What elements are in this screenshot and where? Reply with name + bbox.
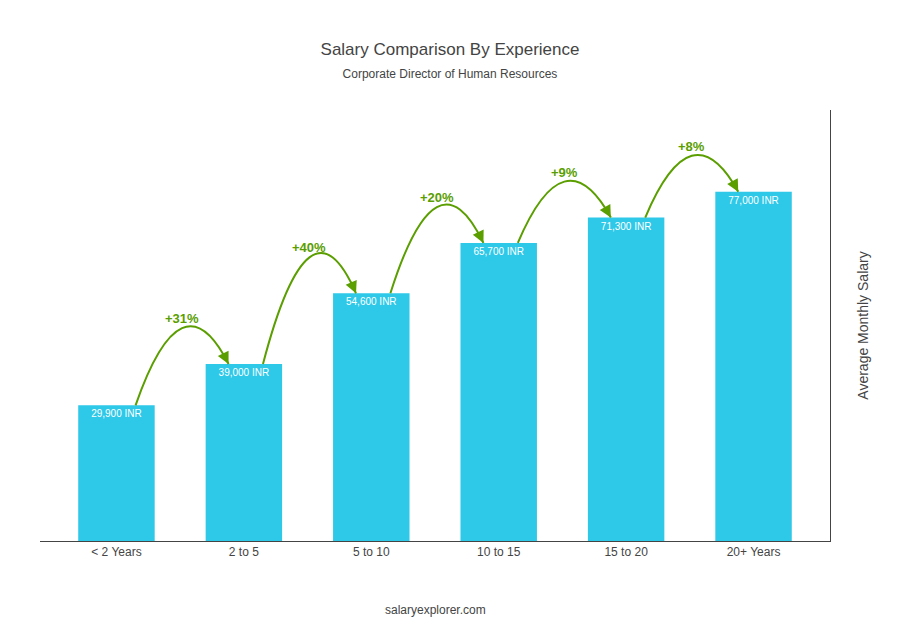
svg-text:39,000 INR: 39,000 INR [219, 367, 270, 378]
svg-text:65,700 INR: 65,700 INR [473, 246, 524, 257]
svg-text:Corporate Director of Human Re: Corporate Director of Human Resources [343, 67, 558, 81]
svg-text:15 to 20: 15 to 20 [604, 545, 648, 559]
svg-text:< 2 Years: < 2 Years [91, 545, 141, 559]
svg-text:Average Monthly Salary: Average Monthly Salary [855, 251, 871, 399]
svg-text:29,900 INR: 29,900 INR [91, 408, 142, 419]
svg-text:+20%: +20% [420, 190, 454, 205]
svg-text:5 to 10: 5 to 10 [353, 545, 390, 559]
svg-text:salaryexplorer.com: salaryexplorer.com [385, 603, 486, 617]
svg-text:Salary Comparison By Experienc: Salary Comparison By Experience [321, 40, 580, 59]
svg-text:71,300 INR: 71,300 INR [601, 221, 652, 232]
svg-text:77,000 INR: 77,000 INR [728, 195, 779, 206]
svg-text:54,600 INR: 54,600 INR [346, 296, 397, 307]
svg-text:+8%: +8% [678, 139, 705, 154]
svg-text:+40%: +40% [292, 240, 326, 255]
svg-text:20+ Years: 20+ Years [727, 545, 781, 559]
svg-text:10 to 15: 10 to 15 [477, 545, 521, 559]
svg-text:+9%: +9% [551, 165, 578, 180]
svg-text:2 to 5: 2 to 5 [229, 545, 259, 559]
svg-text:+31%: +31% [165, 311, 199, 326]
